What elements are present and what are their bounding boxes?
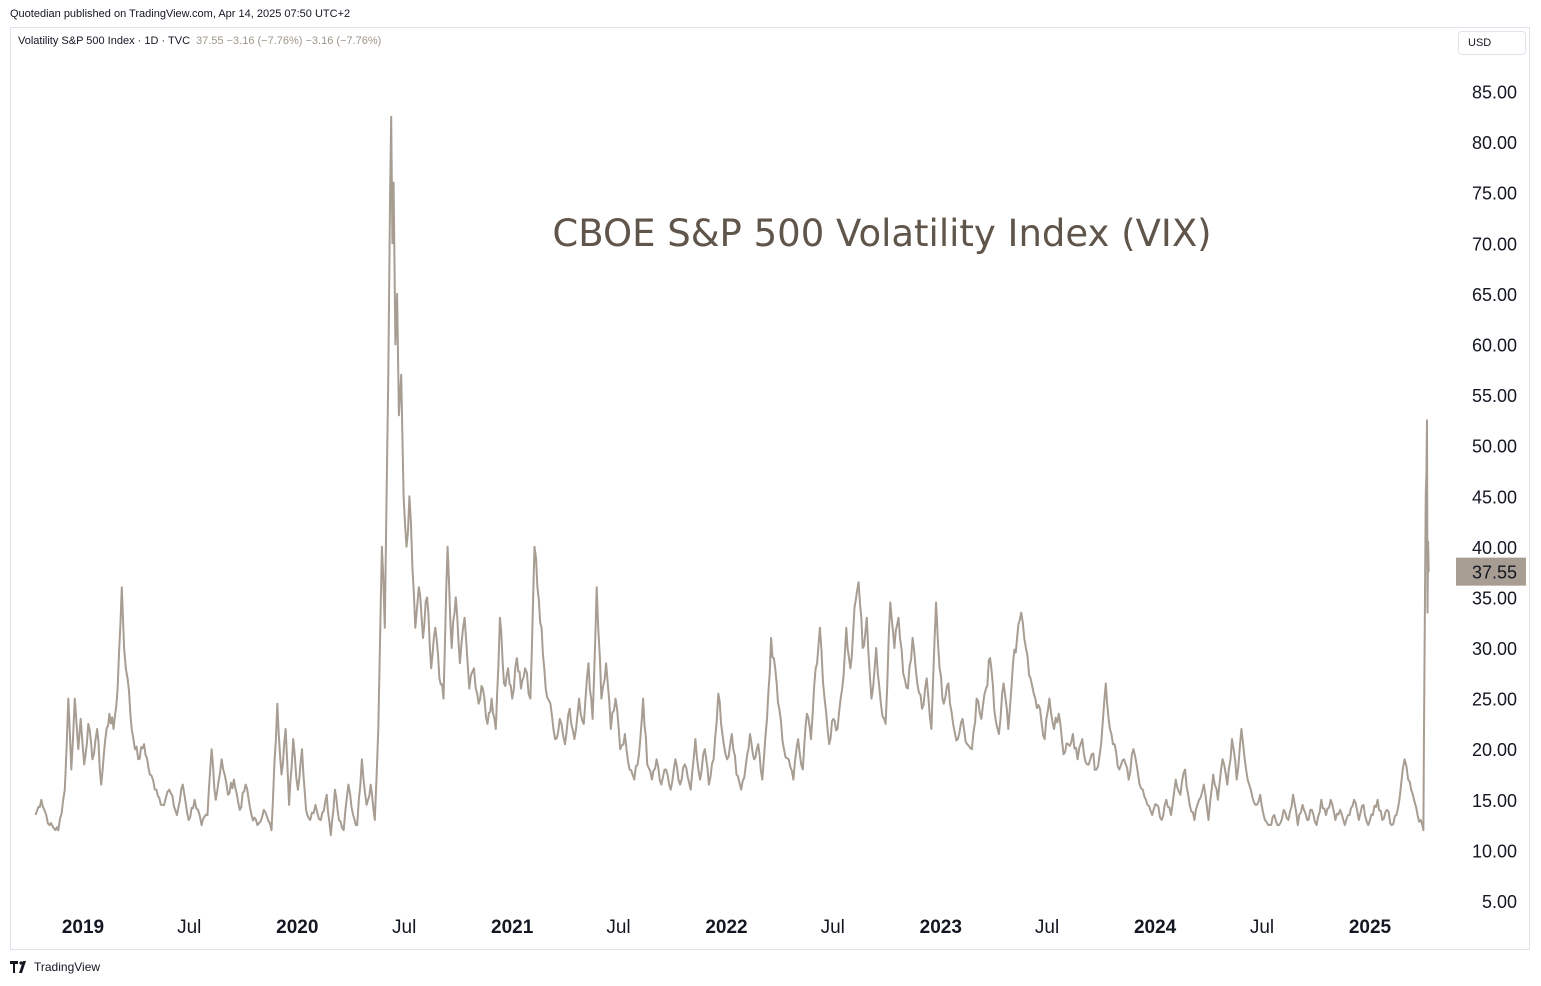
published-by-label: Quotedian published on TradingView.com, … — [10, 8, 351, 20]
x-tick-label: 2024 — [1134, 917, 1177, 938]
x-tick-label: 2021 — [491, 917, 534, 938]
y-tick-label: 70.00 — [1472, 234, 1517, 254]
currency-button[interactable]: USD — [1458, 31, 1526, 55]
y-tick-label: 80.00 — [1472, 133, 1517, 153]
x-tick-label: 2022 — [705, 917, 747, 938]
y-tick-label: 30.00 — [1472, 639, 1517, 659]
y-tick-label: 10.00 — [1472, 841, 1517, 861]
x-tick-label: Jul — [1035, 917, 1059, 938]
y-tick-label: 40.00 — [1472, 538, 1517, 558]
price-change-values: 37.55 −3.16 (−7.76%) −3.16 (−7.76%) — [196, 35, 382, 47]
x-tick-label: 2023 — [920, 917, 962, 938]
y-tick-label: 60.00 — [1472, 335, 1517, 355]
x-tick-label: Jul — [1250, 917, 1274, 938]
y-tick-label: 15.00 — [1472, 791, 1517, 811]
symbol-legend: Volatility S&P 500 Index · 1D · TVC 37.55… — [18, 35, 381, 47]
y-tick-label: 25.00 — [1472, 690, 1517, 710]
x-tick-label: 2025 — [1349, 917, 1392, 938]
vix-series-line — [34, 115, 1430, 837]
x-tick-label: Jul — [606, 917, 630, 938]
y-tick-label: 50.00 — [1472, 437, 1517, 457]
y-tick-label: 85.00 — [1472, 83, 1517, 103]
y-tick-label: 5.00 — [1482, 892, 1517, 912]
chart-frame — [10, 27, 1530, 950]
symbol-info[interactable]: Volatility S&P 500 Index · 1D · TVC — [18, 35, 191, 47]
tradingview-logo-icon — [10, 961, 26, 973]
last-price-badge — [1456, 557, 1526, 586]
y-tick-label: 55.00 — [1472, 386, 1517, 406]
y-tick-label: 20.00 — [1472, 740, 1517, 760]
x-tick-label: 2020 — [276, 917, 318, 938]
x-tick-label: Jul — [392, 917, 416, 938]
last-price-label: 37.55 — [1472, 563, 1517, 583]
footer-brand-text: TradingView — [34, 960, 101, 974]
footer-brand: TradingView — [10, 960, 100, 974]
chart-title: CBOE S&P 500 Volatility Index (VIX) — [552, 212, 1211, 255]
y-tick-label: 35.00 — [1472, 588, 1517, 608]
y-tick-label: 45.00 — [1472, 487, 1517, 507]
x-tick-label: Jul — [821, 917, 845, 938]
x-tick-label: Jul — [177, 917, 201, 938]
y-tick-label: 65.00 — [1472, 285, 1517, 305]
x-tick-label: 2019 — [62, 917, 104, 938]
y-tick-label: 75.00 — [1472, 184, 1517, 204]
